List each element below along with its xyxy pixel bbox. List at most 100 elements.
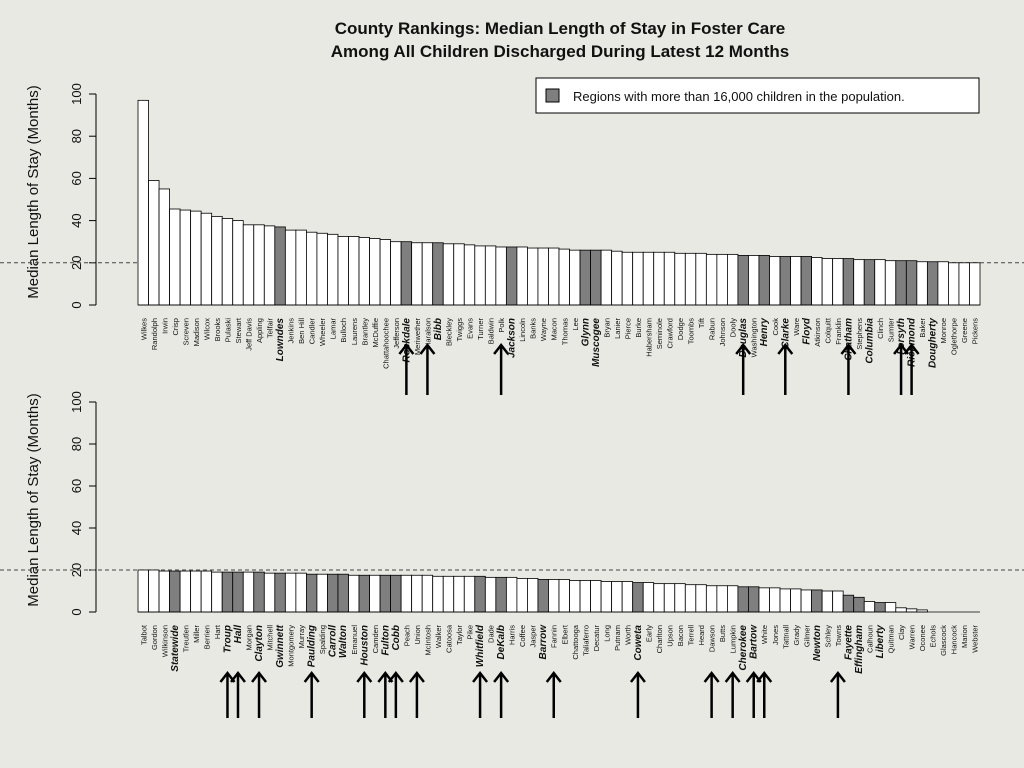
bar [179,209,192,306]
x-tick-label: Walker [434,625,443,649]
x-tick-label: Irwin [160,318,169,334]
bar [505,246,518,306]
x-tick-label: Hall [233,625,244,644]
bar [642,582,655,613]
x-tick-label: Madison [192,318,201,346]
bar [884,260,897,306]
bar [705,585,718,613]
bar [411,574,423,613]
bar [916,261,928,306]
bar [548,247,560,306]
x-tick-label: Paulding [307,625,318,667]
y-tick-label: 100 [69,83,84,105]
x-tick-label: Dooly [729,318,738,337]
x-tick-label: Crawford [666,318,675,348]
x-tick-label: Habersham [644,318,653,357]
x-tick-label: Bleckley [444,318,453,346]
x-tick-label: Burke [634,318,643,338]
arrow-indicator [472,670,489,718]
x-tick-label: Rockdale [401,318,412,363]
x-tick-label: Henry [759,318,770,347]
x-tick-label: Cook [771,318,780,336]
bar [358,237,370,306]
bar [937,261,949,306]
x-tick-label: White [760,625,769,644]
x-tick-label: Lanier [613,318,622,339]
x-tick-label: Rabun [708,318,717,340]
bar [327,233,339,306]
bar [158,188,170,306]
arrow-indicator [703,670,720,718]
bar [832,590,844,613]
bar [211,215,223,306]
bar [874,259,886,306]
x-tick-label: Echols [929,625,938,648]
arrow-indicator [829,670,846,718]
bar [632,251,644,306]
x-tick-label: Cobb [391,625,402,651]
bar [305,231,318,306]
x-tick-label: Ware [792,318,801,336]
bar [232,571,244,613]
bar [948,262,960,306]
bar [863,259,876,306]
bar [484,576,497,613]
x-tick-label: Toombs [687,318,696,345]
x-tick-label: Miller [192,625,201,643]
x-tick-label: Macon [550,318,559,341]
bar [905,260,918,306]
bar [821,258,834,306]
bar [379,239,392,306]
arrow-indicator [419,342,436,395]
arrow-indicator [724,670,741,718]
bar [821,590,834,613]
bar [495,246,507,306]
x-tick-label: Forsyth [896,318,907,355]
bar [958,262,970,306]
bar [800,589,813,613]
y-axis-label: Median Length of Stay (Months) [25,393,42,606]
x-tick-label: Franklin [834,318,843,345]
bar [253,224,265,306]
x-tick-label: Peach [402,625,411,646]
arrow-indicator [387,670,404,718]
x-tick-label: Clayton [254,625,265,662]
bar [442,243,455,306]
legend-swatch [545,88,560,103]
x-tick-label: DeKalb [496,625,507,659]
bar [390,241,402,306]
bar [242,571,255,613]
bar [800,256,813,306]
x-tick-label: Dougherty [928,318,939,368]
x-tick-label: Elbert [560,624,569,645]
x-tick-label: Brantley [360,318,369,346]
x-tick-label: Montgomery [287,625,296,667]
x-tick-label: Clinch [876,318,885,339]
bar [284,229,297,306]
x-tick-label: Sumter [887,318,896,343]
x-tick-label: Lumpkin [729,625,738,653]
bar [569,249,581,306]
x-tick-label: Polk [497,318,506,333]
x-tick-label: Jackson [507,318,518,358]
bar [495,576,507,613]
x-tick-label: Emanuel [350,625,359,655]
y-tick-label: 80 [69,129,84,143]
x-tick-label: Bacon [676,625,685,646]
x-tick-label: Dade [487,625,496,643]
bar [274,226,286,306]
bar [432,575,444,613]
arrow-indicator [398,342,415,395]
x-tick-label: Turner [476,317,485,339]
bar [474,245,486,306]
bar [874,602,886,613]
x-tick-label: Haralson [423,318,432,348]
bar [527,247,539,306]
bar [632,582,644,613]
bar [579,249,591,306]
bar [842,258,855,306]
x-tick-label: Coffee [518,625,527,647]
x-tick-label: Walton [338,625,349,658]
bar [169,570,181,613]
x-tick-label: Bibb [433,318,444,340]
